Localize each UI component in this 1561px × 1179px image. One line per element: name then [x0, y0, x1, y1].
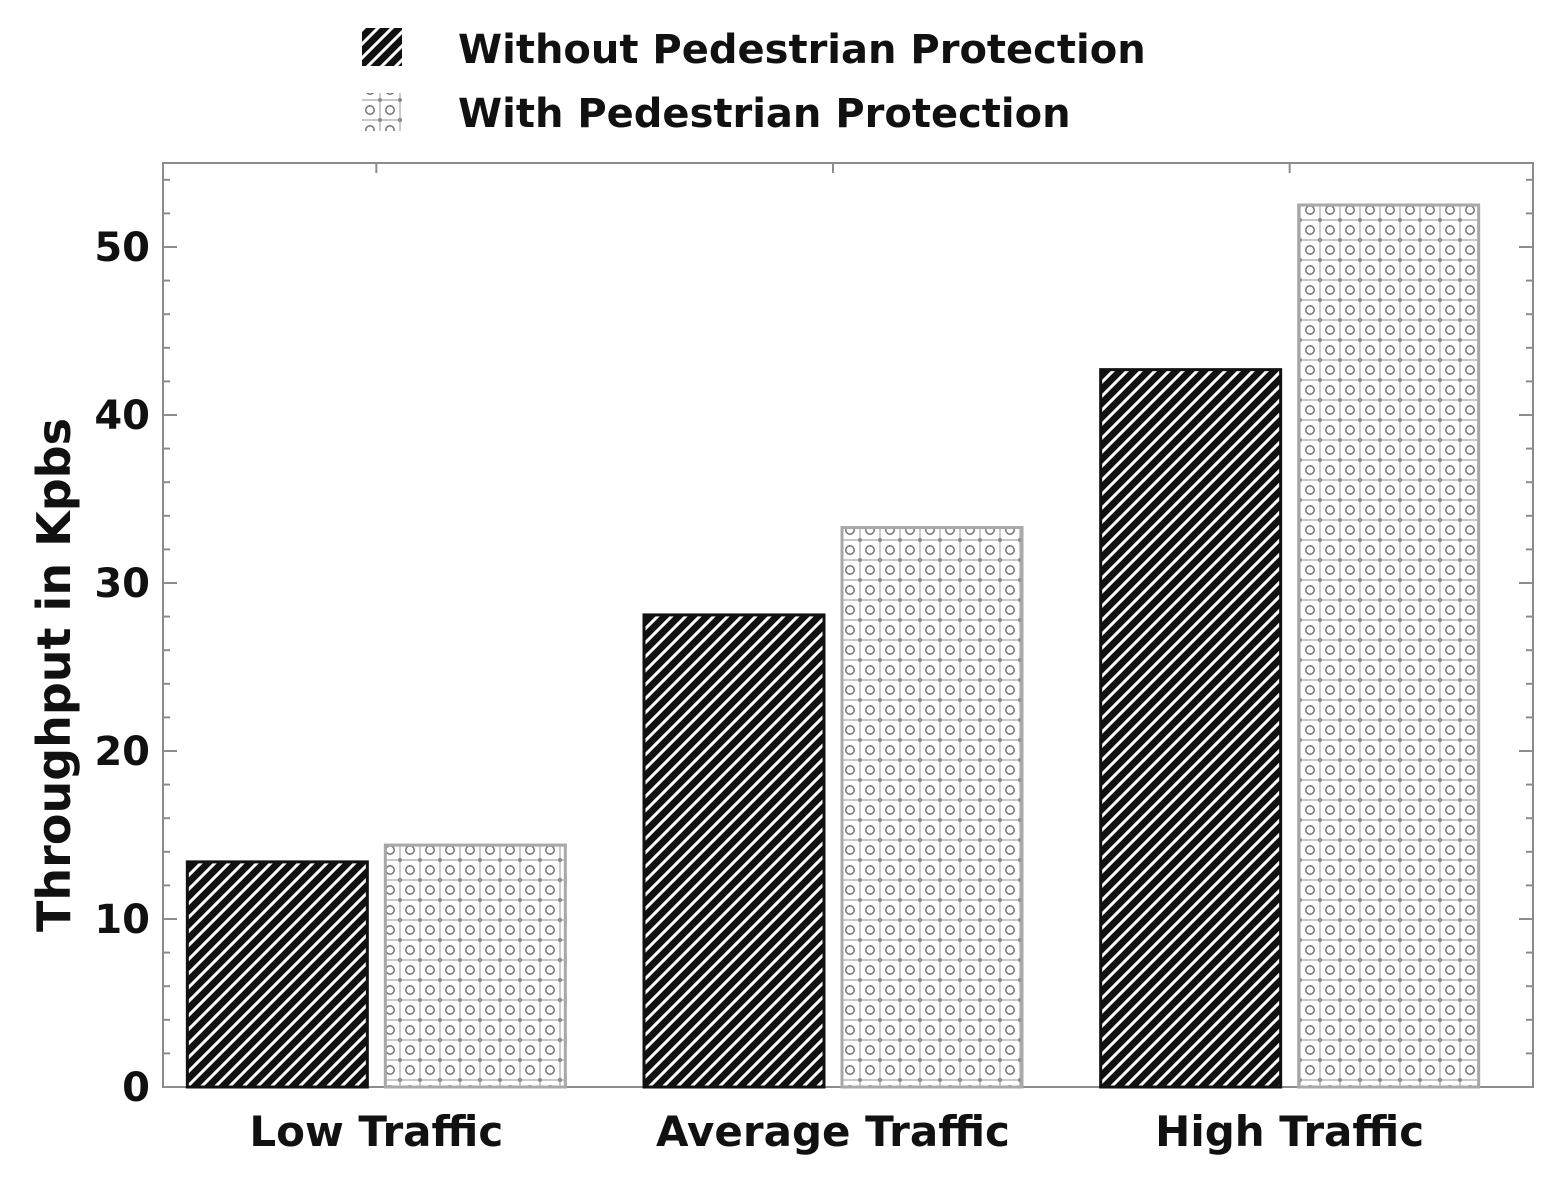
- y-axis-label: Throughput in Kpbs: [27, 418, 81, 932]
- legend-item-without-protection: Without Pedestrian Protection: [362, 27, 1146, 73]
- legend: Without Pedestrian Protection With Pedes…: [362, 27, 1146, 137]
- legend-swatch-dots: [362, 93, 402, 131]
- legend-item-with-protection: With Pedestrian Protection: [362, 91, 1071, 137]
- x-tick-label: High Traffic: [1155, 1107, 1424, 1156]
- y-tick-label: 0: [122, 1065, 150, 1111]
- y-tick-label: 30: [94, 561, 150, 607]
- bar-with-protection-average-traffic: [840, 526, 1024, 1089]
- bar-without-protection-average-traffic: [642, 613, 826, 1089]
- y-tick-label: 10: [94, 897, 150, 943]
- y-tick-labels: 0 10 20 30 40 50: [94, 225, 150, 1111]
- bar-with-protection-low-traffic: [383, 843, 567, 1089]
- y-tick-label: 20: [94, 729, 150, 775]
- x-tick-label: Low Traffic: [249, 1107, 503, 1156]
- y-tick-label: 40: [94, 393, 150, 439]
- legend-swatch-hatch: [362, 28, 402, 66]
- legend-label-with-protection: With Pedestrian Protection: [458, 91, 1071, 137]
- y-tick-label: 50: [94, 225, 150, 271]
- bars: [185, 203, 1481, 1089]
- bar-without-protection-high-traffic: [1099, 368, 1283, 1089]
- x-tick-label: Average Traffic: [656, 1107, 1010, 1156]
- bar-with-protection-high-traffic: [1297, 203, 1481, 1089]
- axis-ticks: [163, 163, 1533, 1088]
- legend-label-without-protection: Without Pedestrian Protection: [458, 27, 1146, 73]
- bar-without-protection-low-traffic: [185, 860, 369, 1089]
- x-tick-labels: Low Traffic Average Traffic High Traffic: [249, 1107, 1424, 1156]
